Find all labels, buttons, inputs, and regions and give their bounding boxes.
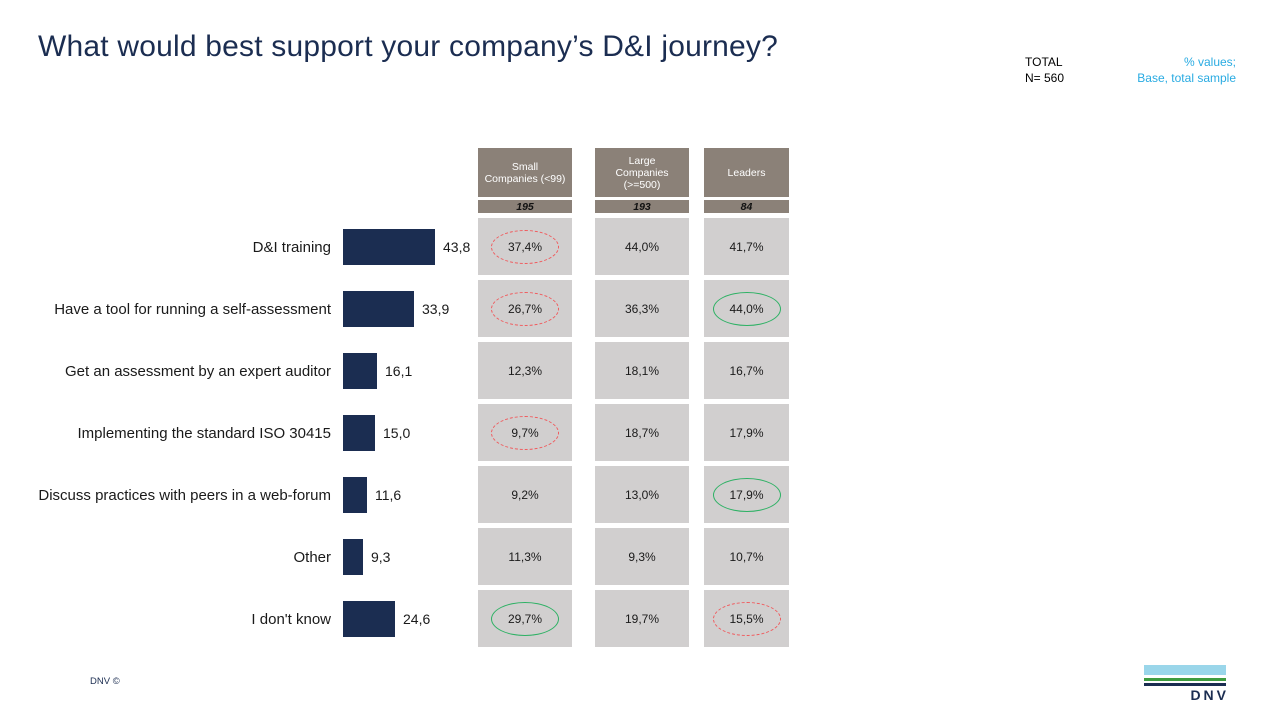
bar-value-label: 9,3 [371, 549, 391, 565]
table-cell: 10,7% [704, 528, 789, 585]
table-cell: 11,3% [478, 528, 572, 585]
chart-row: Implementing the standard ISO 30415 15,0 [0, 404, 470, 462]
bar-value-label: 16,1 [385, 363, 413, 379]
cell-value: 15,5% [729, 611, 764, 626]
table-cell: 44,0% [595, 218, 689, 275]
cell-value: 12,3% [507, 363, 543, 378]
cell-value: 18,7% [624, 425, 660, 440]
total-label: TOTAL [1025, 55, 1063, 69]
table-cell: 17,9% [704, 404, 789, 461]
table-cell: 16,7% [704, 342, 789, 399]
cell-value: 17,9% [729, 487, 764, 502]
cell-value: 9,3% [628, 549, 656, 564]
values-note-line1: % values; [1183, 55, 1236, 69]
column-base-n: 84 [704, 200, 789, 213]
table-cell: 18,1% [595, 342, 689, 399]
category-label: D&I training [252, 238, 331, 256]
table-cell: 9,3% [595, 528, 689, 585]
table-cell: 13,0% [595, 466, 689, 523]
table-cell: 17,9% [704, 466, 789, 523]
cell-value: 26,7% [507, 301, 543, 316]
cell-value: 10,7% [729, 549, 764, 564]
chart-row: Get an assessment by an expert auditor 16… [0, 342, 470, 400]
table-cell: 29,7% [478, 590, 572, 647]
column-base-n: 193 [595, 200, 689, 213]
category-label: Get an assessment by an expert auditor [65, 362, 331, 380]
column-header: Small Companies (<99) [478, 148, 572, 197]
table-cell: 41,7% [704, 218, 789, 275]
chart-row: D&I training 43,8 [0, 218, 470, 276]
cell-value: 9,2% [511, 487, 539, 502]
table-cell: 36,3% [595, 280, 689, 337]
values-note-line2: Base, total sample [1137, 71, 1236, 85]
base-n-label: N= 560 [1025, 71, 1065, 85]
logo-bar-navy [1144, 683, 1226, 686]
bar [343, 601, 395, 637]
bar-value-label: 11,6 [375, 487, 402, 503]
table-cell: 12,3% [478, 342, 572, 399]
cell-value: 36,3% [624, 301, 660, 316]
table-cell: 18,7% [595, 404, 689, 461]
bar [343, 353, 377, 389]
bar-value-label: 33,9 [422, 301, 450, 317]
table-cell: 37,4% [478, 218, 572, 275]
bar-value-label: 15,0 [383, 425, 411, 441]
column-header: Large Companies (>=500) [595, 148, 689, 197]
cell-value: 9,7% [511, 425, 539, 440]
page-title: What would best support your company’s D… [38, 30, 779, 63]
table-cell: 15,5% [704, 590, 789, 647]
bar [343, 291, 414, 327]
table-cell: 44,0% [704, 280, 789, 337]
cell-value: 37,4% [507, 239, 543, 254]
cell-value: 44,0% [729, 301, 764, 316]
logo-text: DNV [1190, 687, 1229, 703]
bar [343, 229, 435, 265]
logo-bar-lightblue [1144, 665, 1226, 675]
chart-row: Have a tool for running a self-assessmen… [0, 280, 470, 338]
category-label: Discuss practices with peers in a web-fo… [38, 486, 331, 504]
bar-value-label: 43,8 [443, 239, 471, 255]
logo-bar-green [1144, 678, 1226, 681]
cell-value: 13,0% [624, 487, 660, 502]
dnv-logo: DNV [1144, 665, 1226, 705]
chart-row: Other 9,3 [0, 528, 470, 586]
bar [343, 415, 375, 451]
total-base-label: TOTAL N= 560 [1025, 54, 1064, 86]
category-label: Have a tool for running a self-assessmen… [54, 300, 331, 318]
table-cell: 9,7% [478, 404, 572, 461]
bar [343, 539, 363, 575]
column-base-n: 195 [478, 200, 572, 213]
bar [343, 477, 367, 513]
cell-value: 19,7% [624, 611, 660, 626]
cell-value: 18,1% [624, 363, 660, 378]
cell-value: 44,0% [624, 239, 660, 254]
chart-row: Discuss practices with peers in a web-fo… [0, 466, 470, 524]
category-label: Other [293, 548, 331, 566]
cell-value: 17,9% [729, 425, 764, 440]
bar-value-label: 24,6 [403, 611, 431, 627]
cell-value: 41,7% [729, 239, 764, 254]
table-cell: 26,7% [478, 280, 572, 337]
category-label: I don't know [251, 610, 331, 628]
column-header: Leaders [704, 148, 789, 197]
chart-row: I don't know 24,6 [0, 590, 470, 648]
table-cell: 9,2% [478, 466, 572, 523]
footer-copyright: DNV © [90, 676, 120, 687]
table-cell: 19,7% [595, 590, 689, 647]
cell-value: 29,7% [507, 611, 543, 626]
cell-value: 16,7% [729, 363, 764, 378]
cell-value: 11,3% [508, 549, 542, 564]
category-label: Implementing the standard ISO 30415 [77, 424, 332, 442]
values-note: % values; Base, total sample [1137, 54, 1236, 86]
